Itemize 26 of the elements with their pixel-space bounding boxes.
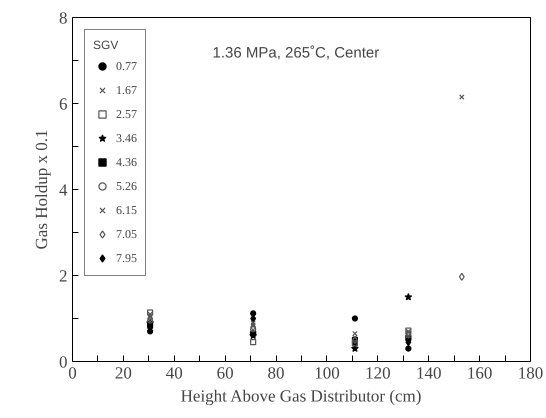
legend-label: 6.15 — [116, 202, 137, 218]
legend-label: 2.57 — [116, 106, 137, 122]
x-tick-label: 180 — [518, 364, 544, 382]
x-tick-label: 160 — [466, 364, 492, 382]
x-tick-label: 40 — [166, 364, 183, 382]
x-tick-label: 60 — [216, 364, 234, 382]
y-tick-label: 6 — [59, 94, 68, 114]
y-tick-label: 4 — [59, 180, 68, 200]
x-tick-label: 20 — [114, 364, 132, 382]
legend-title: SGV — [93, 38, 120, 52]
legend-label: 7.05 — [116, 226, 137, 242]
legend-label: 7.95 — [116, 250, 137, 266]
legend-label: 5.26 — [116, 178, 137, 194]
annotation: 1.36 MPa, 265˚C, Center — [212, 44, 380, 62]
y-tick-label: 2 — [59, 266, 68, 286]
legend-label: 0.77 — [116, 58, 137, 74]
y-tick-label: 8 — [59, 8, 68, 28]
x-tick-label: 140 — [416, 364, 442, 382]
legend-label: 3.46 — [116, 130, 137, 146]
x-axis-title: Height Above Gas Distributor (cm) — [180, 386, 422, 406]
y-axis-title: Gas Holdup x 0.1 — [32, 130, 51, 250]
legend-label: 1.67 — [116, 82, 137, 98]
x-tick-label: 100 — [314, 364, 340, 382]
x-tick-label: 120 — [365, 364, 391, 382]
legend-label: 4.36 — [116, 154, 137, 170]
x-tick-label: 80 — [268, 364, 285, 382]
